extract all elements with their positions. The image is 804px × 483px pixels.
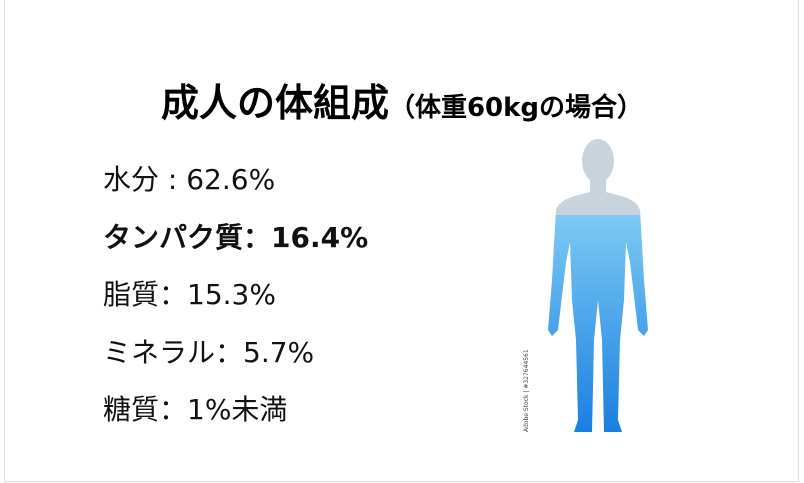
silhouette: [548, 139, 648, 432]
composition-item: 水分 : 62.6%: [103, 163, 276, 196]
title: 成人の体組成（体重60kgの場合）: [0, 72, 804, 127]
composition-list: 水分 : 62.6% タンパク質：16.4% 脂質：15.3% ミネラル：5.7% 糖質…: [103, 158, 368, 446]
title-sub: （体重60kgの場合）: [388, 93, 644, 123]
frame: [4, 0, 799, 482]
composition-item: ミネラル：5.7%: [103, 335, 315, 369]
composition-item: 糖質：1%未満: [103, 393, 288, 426]
body-figure: Adobe Stock | #327644561: [523, 139, 648, 432]
composition-item: タンパク質：16.4%: [103, 220, 369, 254]
title-main: 成人の体組成: [160, 81, 389, 125]
composition-item: 脂質：15.3%: [103, 278, 276, 311]
image-credit: Adobe Stock | #327644561: [523, 349, 530, 432]
